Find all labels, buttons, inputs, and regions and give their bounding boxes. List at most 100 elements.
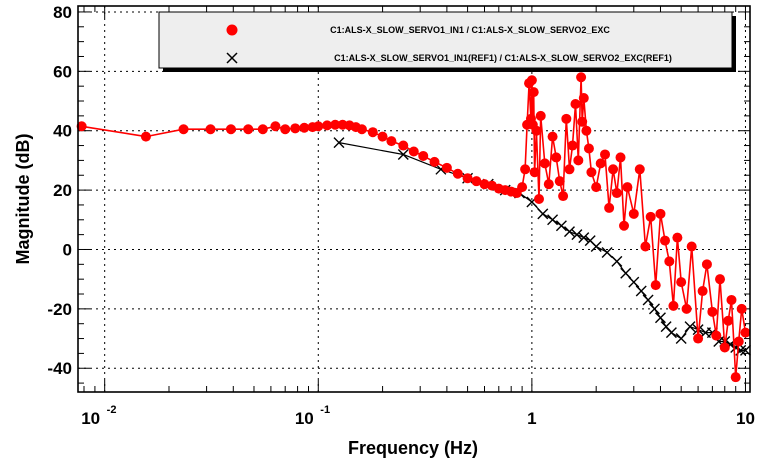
series-0 (76, 72, 751, 383)
data-point-stroke (584, 235, 596, 247)
data-point (578, 232, 590, 244)
data-point (701, 259, 712, 270)
data-point (733, 336, 744, 347)
data-point (418, 150, 429, 161)
y-tick-label: 20 (53, 181, 72, 200)
legend-entry-1: C1:ALS-X_SLOW_SERVO1_IN1(REF1) / C1:ALS-… (334, 53, 672, 63)
legend[interactable]: C1:ALS-X_SLOW_SERVO1_IN1 / C1:ALS-X_SLOW… (158, 11, 736, 72)
data-point (531, 125, 542, 136)
data-point (280, 124, 291, 135)
data-point (543, 179, 554, 190)
data-point (526, 75, 537, 86)
data-point (517, 182, 528, 193)
x-tick-label: 10 -2 (81, 404, 116, 428)
data-point (570, 98, 581, 109)
data-point (686, 241, 697, 252)
data-point-stroke (601, 246, 613, 258)
data-point (257, 124, 268, 135)
data-point (726, 294, 737, 305)
data-point (520, 164, 531, 175)
data-point (534, 194, 545, 204)
data-point (681, 303, 692, 314)
data-point (571, 229, 583, 241)
data-point (398, 140, 409, 151)
plot-frame (77, 5, 751, 393)
x-tick-label-base: 1 (527, 409, 536, 428)
data-point (577, 116, 588, 127)
data-point (290, 123, 301, 134)
data-point (654, 312, 666, 324)
data-point (377, 131, 388, 142)
data-point (693, 333, 704, 344)
data-point (601, 246, 613, 258)
data-point (697, 286, 708, 297)
series-layer (76, 72, 751, 383)
data-point (608, 164, 619, 175)
x-tick-label-exponent: -2 (107, 404, 117, 416)
data-point (635, 285, 647, 297)
data-point-stroke (571, 229, 583, 241)
data-point-stroke (648, 303, 660, 315)
data-point (573, 155, 584, 166)
data-point (205, 124, 216, 135)
data-point (642, 294, 654, 306)
data-point (479, 179, 490, 190)
data-point-stroke (547, 214, 559, 226)
data-point (561, 113, 572, 124)
data-point (668, 300, 679, 311)
data-point (564, 164, 575, 175)
legend-box (158, 11, 733, 69)
data-point (628, 208, 639, 219)
data-point (429, 156, 440, 167)
data-point (604, 202, 615, 213)
y-tick-label: 0 (63, 240, 72, 259)
data-point-stroke (578, 232, 590, 244)
data-point (645, 211, 656, 222)
data-point (660, 235, 671, 246)
data-point (740, 327, 751, 338)
data-point (640, 241, 651, 252)
data-point (707, 306, 718, 317)
data-point-stroke (654, 312, 666, 324)
data-point (615, 152, 626, 163)
y-tick-label: 80 (53, 3, 72, 22)
data-point-stroke (611, 255, 623, 267)
data-point (529, 167, 540, 178)
y-tick-labels: 80 60 40 20 0 -20 -40 (47, 3, 72, 378)
data-point (591, 182, 602, 193)
data-point-stroke (635, 285, 647, 297)
data-point (225, 124, 236, 135)
data-point (665, 327, 677, 339)
data-point (622, 182, 633, 193)
data-point (330, 119, 341, 130)
data-point (600, 149, 611, 160)
data-point (611, 188, 622, 199)
data-point (333, 137, 345, 149)
y-tick-label: 60 (53, 62, 72, 81)
data-point (386, 136, 397, 147)
data-point (76, 121, 87, 132)
data-point-stroke (739, 344, 751, 356)
data-point (676, 277, 687, 288)
data-point (590, 241, 602, 253)
data-point (547, 214, 559, 226)
data-point-stroke (665, 327, 677, 339)
y-tick-label: -40 (47, 359, 72, 378)
x-tick-label-base: 10 (81, 409, 100, 428)
data-point (555, 220, 567, 232)
data-point (711, 330, 722, 341)
data-point (140, 131, 151, 142)
data-point-stroke (628, 276, 640, 288)
data-point (528, 87, 539, 98)
data-point (619, 220, 630, 231)
data-point (634, 164, 645, 175)
data-point (243, 124, 254, 135)
x-tick-label: 10 (736, 409, 755, 428)
data-point-stroke (333, 137, 345, 149)
data-point-stroke (684, 321, 696, 333)
data-point (655, 208, 666, 219)
data-point (628, 276, 640, 288)
data-point (471, 176, 482, 187)
data-point-stroke (620, 267, 632, 279)
data-point (452, 168, 463, 179)
